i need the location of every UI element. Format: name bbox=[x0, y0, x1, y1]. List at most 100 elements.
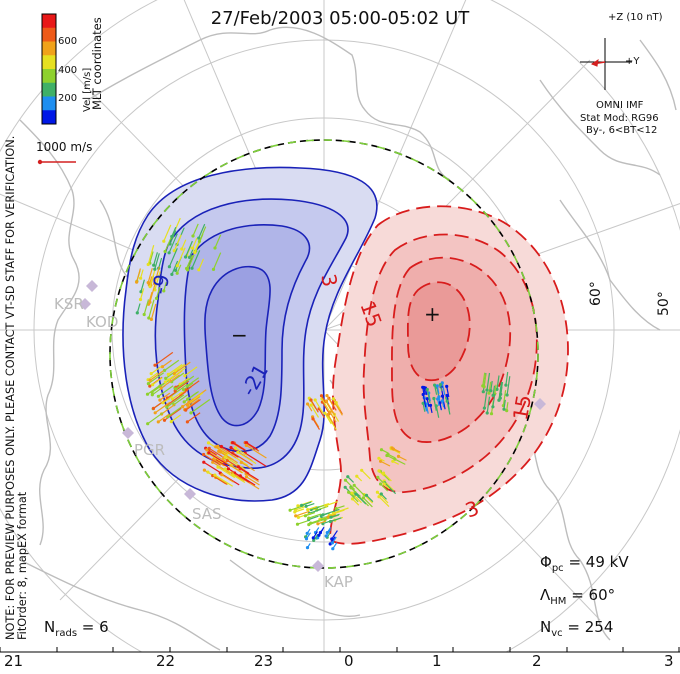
colorbar-swatch bbox=[42, 110, 56, 125]
velocity-vector bbox=[176, 247, 186, 266]
fit-order: FitOrder: 8, mapEX format bbox=[16, 491, 29, 640]
velocity-vector bbox=[492, 385, 496, 396]
velocity-vector bbox=[155, 286, 161, 299]
velocity-vector bbox=[147, 372, 159, 381]
velocity-vector bbox=[150, 303, 157, 320]
velocity-vector bbox=[317, 520, 327, 525]
velocity-vector bbox=[214, 474, 234, 487]
n-rads-value: 6 bbox=[99, 618, 109, 636]
velocity-vector bbox=[153, 397, 169, 409]
velocity-vector bbox=[422, 394, 427, 408]
velocity-vector bbox=[378, 457, 385, 462]
velocity-vector bbox=[310, 399, 319, 413]
velocity-vector bbox=[245, 473, 259, 483]
velocity-vector bbox=[437, 398, 440, 407]
velocity-vector bbox=[486, 396, 491, 414]
velocity-vector bbox=[164, 359, 180, 371]
phi-pc-value: 49 kV bbox=[585, 553, 629, 571]
velocity-vector bbox=[488, 381, 492, 394]
mlt-label-2: 2 bbox=[532, 652, 542, 670]
velocity-vector bbox=[423, 387, 426, 395]
velocity-vector bbox=[154, 401, 171, 414]
velocity-vector bbox=[208, 447, 223, 458]
velocity-vector bbox=[148, 299, 155, 319]
velocity-vector bbox=[207, 452, 224, 464]
velocity-vector bbox=[235, 447, 248, 456]
velocity-vector bbox=[154, 266, 160, 284]
velocity-vector bbox=[327, 415, 337, 431]
velocity-vector bbox=[331, 530, 338, 540]
velocity-vector bbox=[220, 451, 238, 464]
velocity-vector bbox=[147, 412, 164, 425]
velocity-vector bbox=[325, 529, 332, 537]
velocity-vector bbox=[173, 394, 189, 406]
velocity-vector bbox=[140, 279, 145, 292]
velocity-vector bbox=[217, 445, 237, 459]
velocity-vector bbox=[221, 474, 234, 483]
velocity-vector bbox=[184, 398, 200, 411]
velocity-vector bbox=[318, 529, 324, 536]
velocity-vector bbox=[212, 475, 228, 485]
velocity-vector bbox=[187, 396, 201, 406]
velocity-vector bbox=[161, 403, 176, 415]
velocity-vector bbox=[380, 493, 387, 500]
velocity-vector bbox=[214, 234, 222, 249]
velocity-vector bbox=[165, 375, 175, 383]
velocity-vector bbox=[333, 413, 340, 422]
colorbar-swatch bbox=[42, 14, 56, 29]
velocity-vector bbox=[187, 412, 201, 423]
velocity-vector bbox=[394, 458, 406, 465]
velocity-vector bbox=[482, 372, 486, 386]
velocity-vector bbox=[212, 252, 222, 270]
mlt-axis-ticks bbox=[0, 647, 680, 652]
velocity-vector bbox=[441, 400, 445, 408]
velocity-vector bbox=[426, 398, 430, 407]
velocity-vector bbox=[327, 414, 335, 425]
velocity-vector bbox=[366, 494, 374, 503]
velocity-vector bbox=[324, 412, 332, 425]
velocity-vector bbox=[499, 386, 503, 399]
velocity-vector bbox=[306, 528, 311, 534]
velocity-vector bbox=[383, 483, 390, 490]
colorbar-swatch bbox=[42, 41, 56, 56]
n-vc-value: 254 bbox=[584, 618, 614, 636]
colorbar-tick-200: 200 bbox=[58, 93, 78, 104]
velocity-vector bbox=[326, 527, 332, 533]
positive-potential-cell bbox=[329, 205, 569, 545]
velocity-vector bbox=[435, 405, 440, 418]
potential-min-marker: − bbox=[231, 323, 248, 347]
velocity-vector bbox=[503, 399, 506, 410]
velocity-vector bbox=[314, 399, 324, 414]
velocity-vector bbox=[175, 363, 186, 372]
velocity-vector bbox=[237, 451, 257, 465]
scale-vector bbox=[37, 159, 76, 165]
velocity-vector bbox=[383, 472, 392, 482]
velocity-vector bbox=[380, 460, 391, 467]
velocity-vector bbox=[171, 226, 177, 237]
mlt-label-21: 21 bbox=[4, 652, 24, 670]
velocity-vector bbox=[167, 406, 182, 418]
velocity-vector bbox=[422, 403, 426, 412]
velocity-vector bbox=[311, 506, 320, 511]
velocity-vector bbox=[335, 505, 345, 510]
velocity-vector bbox=[305, 512, 316, 517]
velocity-vector bbox=[334, 403, 343, 416]
velocity-vector bbox=[184, 366, 198, 377]
velocity-vector bbox=[429, 405, 433, 414]
velocity-vector bbox=[313, 533, 319, 541]
scale-vector-label: 1000 m/s bbox=[36, 140, 93, 154]
mlt-label-3: 3 bbox=[664, 652, 674, 670]
velocity-vector bbox=[163, 281, 167, 292]
velocity-vector bbox=[441, 382, 446, 396]
velocity-vector bbox=[301, 501, 312, 506]
station-markers bbox=[79, 280, 546, 572]
velocity-vector bbox=[496, 375, 500, 390]
velocity-vector bbox=[322, 508, 340, 516]
velocity-vector bbox=[426, 389, 431, 404]
velocity-vector bbox=[361, 469, 371, 480]
colorbar-tick-400: 400 bbox=[58, 65, 78, 76]
imf-dial bbox=[580, 38, 632, 90]
velocity-vector bbox=[328, 513, 336, 518]
velocity-vector bbox=[305, 532, 312, 540]
